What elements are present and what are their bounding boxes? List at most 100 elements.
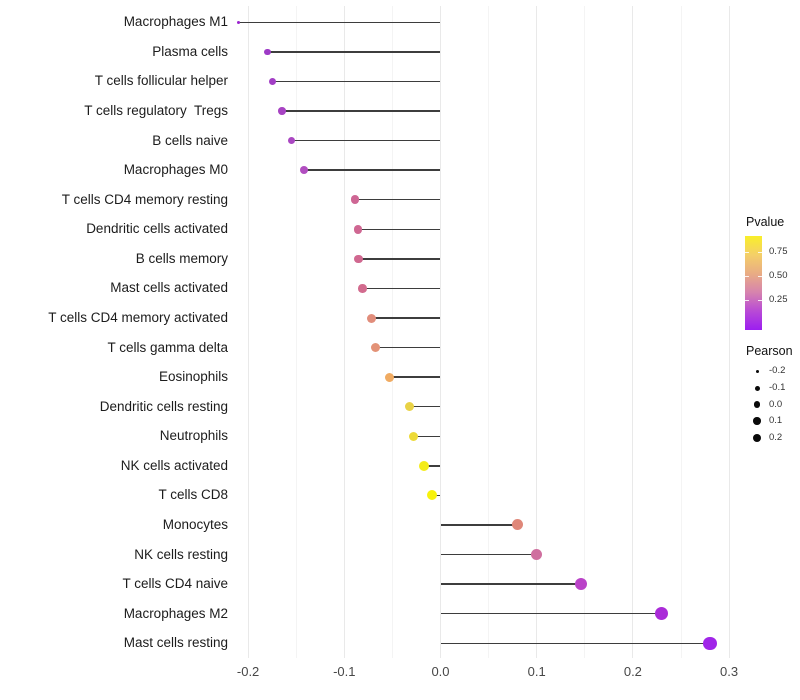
- pearson-size-label: -0.2: [769, 365, 786, 376]
- lollipop-dot: [287, 136, 296, 145]
- lollipop-dot: [299, 166, 308, 175]
- gridline-major: [343, 6, 345, 658]
- lollipop-dot: [408, 431, 419, 442]
- pearson-size-label: 0.1: [769, 415, 783, 426]
- gridline-major: [440, 6, 441, 658]
- lollipop-stem: [440, 583, 581, 585]
- lollipop-stem: [424, 465, 441, 467]
- lollipop-stem: [357, 228, 441, 231]
- colorbar-tick: [745, 276, 749, 278]
- lollipop-stem: [303, 169, 441, 171]
- pvalue-legend-title: Pvalue: [746, 215, 785, 229]
- x-tick-label: 0.1: [527, 664, 546, 679]
- category-label: Macrophages M1: [123, 14, 228, 30]
- lollipop-dot: [574, 577, 588, 591]
- lollipop-stem: [281, 110, 441, 112]
- lollipop-stem: [440, 642, 710, 645]
- category-label: Monocytes: [162, 516, 228, 532]
- lollipop-dot: [350, 195, 360, 204]
- lollipop-dot: [353, 225, 363, 234]
- gridline-major: [728, 6, 730, 658]
- category-label: T cells CD4 memory resting: [61, 191, 228, 207]
- lollipop-stem: [371, 317, 441, 319]
- lollipop-stem: [389, 376, 441, 378]
- category-label: T cells gamma delta: [107, 339, 228, 355]
- pvalue-tick-label: 0.25: [769, 294, 788, 305]
- legend-size-dot: [754, 385, 760, 391]
- x-tick-label: -0.2: [236, 664, 260, 679]
- lollipop-dot: [366, 313, 376, 323]
- category-label: Mast cells activated: [110, 280, 228, 296]
- lollipop-stem: [440, 612, 662, 615]
- category-label: Macrophages M2: [123, 605, 228, 621]
- category-label: B cells naive: [152, 132, 228, 148]
- lollipop-stem: [413, 435, 441, 438]
- x-tick-label: 0.2: [623, 664, 642, 679]
- gridline-minor: [295, 6, 297, 658]
- colorbar-tick: [745, 300, 749, 302]
- category-label: B cells memory: [135, 250, 228, 266]
- pearson-size-label: 0.0: [769, 398, 783, 410]
- lollipop-dot: [530, 548, 543, 561]
- lollipop-dot: [358, 284, 367, 293]
- colorbar-tick: [758, 300, 762, 302]
- lollipop-dot: [404, 401, 415, 412]
- lollipop-stem: [375, 346, 441, 349]
- lollipop-stem: [238, 21, 441, 24]
- gridline-major: [247, 6, 249, 658]
- category-label: NK cells resting: [134, 546, 228, 562]
- category-label: Neutrophils: [159, 428, 228, 444]
- lollipop-stem: [272, 80, 441, 83]
- lollipop-stem: [440, 524, 518, 526]
- pvalue-tick-label: 0.75: [769, 246, 788, 257]
- lollipop-dot: [385, 372, 394, 382]
- category-label: Macrophages M0: [123, 162, 228, 178]
- legend-size-dot: [753, 401, 761, 408]
- category-label: Dendritic cells activated: [86, 221, 228, 237]
- category-label: T cells follicular helper: [94, 73, 228, 89]
- gridline-major: [536, 6, 538, 658]
- lollipop-dot: [264, 48, 271, 56]
- category-label: Mast cells resting: [123, 635, 228, 651]
- gridline-minor: [680, 6, 682, 658]
- category-label: T cells CD4 naive: [122, 576, 228, 592]
- lollipop-stem: [354, 198, 441, 201]
- lollipop-dot: [268, 77, 276, 85]
- lollipop-dot: [278, 107, 286, 115]
- lollipop-stem: [409, 405, 441, 408]
- colorbar-tick: [758, 252, 762, 254]
- category-label: NK cells activated: [120, 457, 228, 473]
- colorbar-tick: [745, 252, 749, 254]
- gridline-minor: [584, 6, 586, 658]
- lollipop-stem: [358, 258, 441, 260]
- pearson-size-label: 0.2: [769, 432, 783, 443]
- legend-size-dot: [753, 417, 761, 425]
- lollipop-stem: [362, 287, 441, 290]
- legend-size-dot: [755, 369, 759, 373]
- lollipop-dot: [354, 254, 363, 264]
- category-label: Plasma cells: [152, 43, 228, 59]
- lollipop-dot: [511, 519, 523, 531]
- legend-size-dot: [752, 433, 762, 443]
- pearson-legend-title: Pearson: [746, 344, 793, 358]
- pearson-size-label: -0.1: [769, 382, 786, 393]
- gridline-minor: [391, 6, 393, 658]
- lollipop-stem: [267, 51, 441, 53]
- gridline-minor: [488, 6, 490, 658]
- pvalue-tick-label: 0.50: [769, 270, 788, 281]
- x-tick-label: -0.1: [333, 664, 356, 679]
- lollipop-dot: [236, 20, 241, 25]
- lollipop-dot: [703, 636, 717, 651]
- category-label: Eosinophils: [158, 369, 228, 385]
- colorbar-tick: [758, 276, 762, 278]
- x-tick-label: 0.0: [431, 664, 450, 679]
- category-label: T cells CD4 memory activated: [48, 310, 228, 325]
- lollipop-dot: [419, 460, 430, 471]
- lollipop-dot: [426, 490, 437, 501]
- category-label: Dendritic cells resting: [99, 398, 228, 414]
- lollipop-stem: [291, 139, 441, 142]
- lollipop-dot: [370, 343, 380, 353]
- lollipop-dot: [655, 607, 669, 621]
- gridline-major: [632, 6, 634, 658]
